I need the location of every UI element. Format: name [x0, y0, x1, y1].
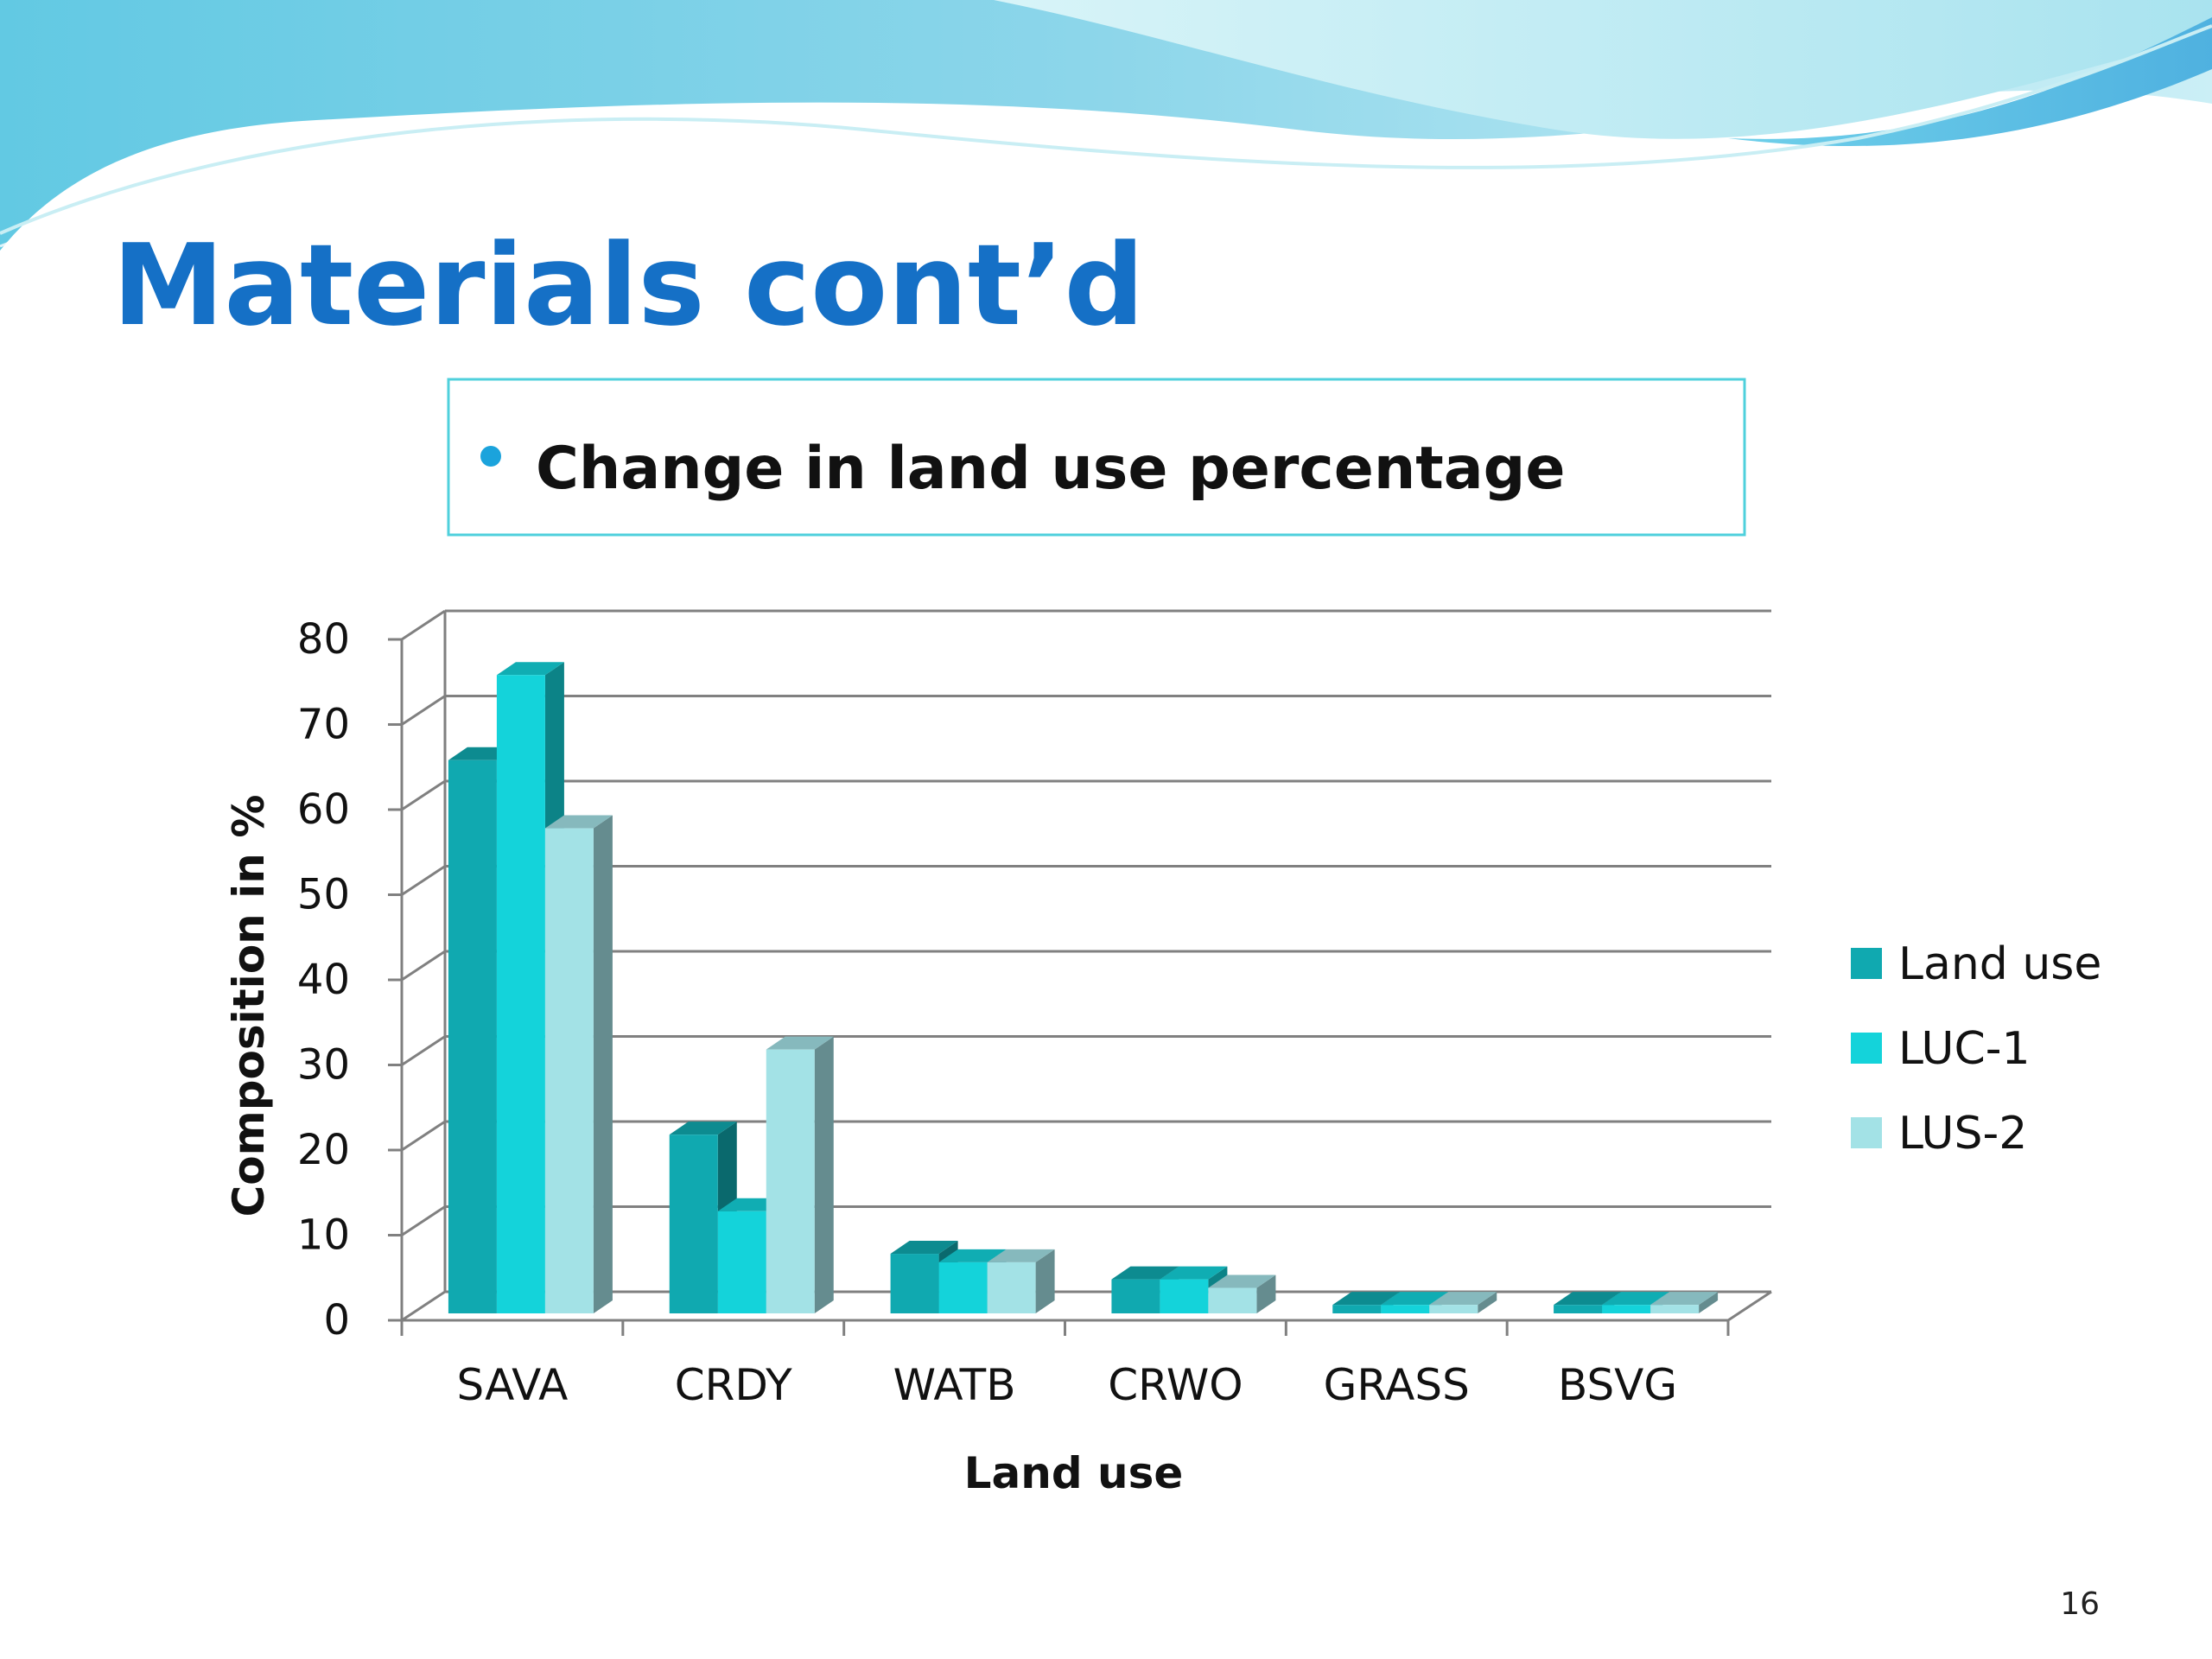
gridline-depth [401, 1205, 446, 1236]
bar [1160, 1279, 1209, 1313]
gridline-depth [401, 779, 446, 811]
gridline-depth [401, 950, 446, 982]
bar-top [1160, 1266, 1228, 1280]
bar-side [593, 815, 613, 1313]
x-tick-label: WATB [893, 1360, 1016, 1410]
bar [1429, 1305, 1478, 1313]
bar-top [938, 1249, 1007, 1262]
bar [890, 1254, 939, 1313]
page-number: 16 [2060, 1586, 2100, 1622]
bar-top [1381, 1292, 1449, 1306]
legend-label: LUS-2 [1898, 1108, 2027, 1160]
bar-top [987, 1249, 1055, 1262]
bar [1332, 1305, 1382, 1313]
y-tick-label: 40 [297, 956, 350, 1004]
legend-swatch [1851, 1033, 1882, 1064]
bar-side [1478, 1292, 1497, 1313]
x-tick-label: BSVG [1558, 1360, 1677, 1410]
legend-swatch [1851, 1117, 1882, 1148]
bar [766, 1049, 815, 1313]
legend-label: Land use [1898, 938, 2101, 990]
legend-label: LUC-1 [1898, 1023, 2031, 1075]
bar [1554, 1305, 1603, 1313]
y-tick-label: 30 [297, 1041, 350, 1090]
bar [938, 1262, 988, 1313]
gridline-depth [401, 1035, 446, 1066]
gridline-depth [401, 865, 446, 896]
legend-swatch [1851, 948, 1882, 979]
bar [544, 828, 594, 1313]
bar-top [1602, 1292, 1670, 1306]
y-tick-label: 10 [297, 1211, 350, 1260]
bar [1381, 1305, 1430, 1313]
x-tick-label: CRDY [675, 1360, 792, 1410]
slide-title: Materials cont’d [112, 219, 1145, 351]
x-tick-label: SAVA [456, 1360, 568, 1410]
x-axis-title: Land use [964, 1448, 1184, 1498]
bar [1111, 1279, 1160, 1313]
y-tick-label: 0 [323, 1296, 350, 1344]
gridline-depth [401, 1290, 446, 1322]
y-tick-label: 50 [297, 871, 350, 919]
bar [448, 760, 497, 1313]
header-wave-decoration [0, 0, 2212, 251]
bar-top [766, 1036, 834, 1050]
bar-top [496, 662, 564, 676]
bar-top [1554, 1292, 1622, 1306]
y-axis-title: Composition in % [224, 795, 274, 1217]
bar [1602, 1305, 1651, 1313]
bar-top [669, 1122, 737, 1135]
y-tick-label: 80 [297, 615, 350, 664]
x-tick-label: CRWO [1108, 1360, 1243, 1410]
bar [669, 1135, 718, 1313]
bar-side [1035, 1249, 1055, 1313]
y-tick-label: 20 [297, 1126, 350, 1174]
gridline-depth [401, 609, 446, 641]
bar-side [814, 1036, 834, 1313]
bullet-box: Change in land use percentage [447, 378, 1746, 537]
bar-top [544, 815, 613, 829]
bar-top [1429, 1292, 1497, 1306]
x-tick-label: GRASS [1324, 1360, 1470, 1410]
gridline-depth [401, 1120, 446, 1152]
bar-top [1650, 1292, 1719, 1306]
floor-edge [1727, 1290, 1772, 1322]
bar-side [1699, 1292, 1719, 1313]
bar-side [1256, 1274, 1276, 1313]
gridline-depth [401, 695, 446, 726]
bar [1650, 1305, 1700, 1313]
bullet-text: Change in land use percentage [536, 435, 1565, 503]
bar [717, 1211, 766, 1313]
bar [987, 1262, 1036, 1313]
bar-top [890, 1241, 958, 1255]
bar-top [1208, 1274, 1276, 1288]
bar-top [1111, 1266, 1179, 1280]
chart: 0 10 20 30 40 50 60 70 80 SAVA CRDY WATB CRWO GRASS BS… [224, 609, 2101, 1498]
y-tick-label: 70 [297, 701, 350, 749]
bullet-dot-icon [480, 446, 501, 467]
y-tick-label: 60 [297, 785, 350, 834]
bar-top [1332, 1292, 1401, 1306]
bar [1208, 1287, 1257, 1313]
bar [496, 675, 545, 1313]
